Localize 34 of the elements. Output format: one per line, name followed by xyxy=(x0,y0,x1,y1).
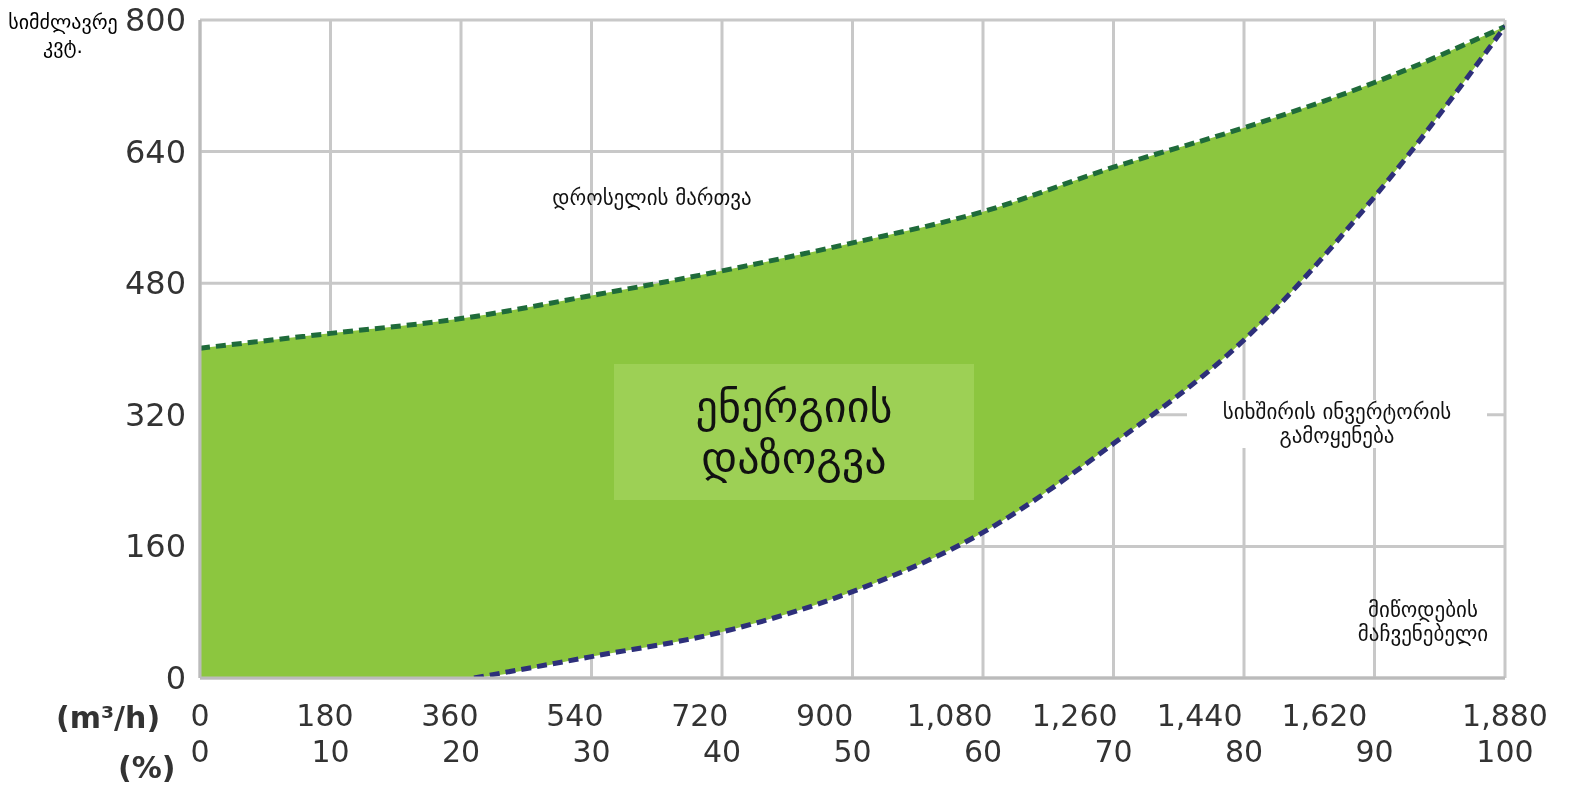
x-tick-label: 70 xyxy=(1094,734,1133,769)
x2-tick-label: 360 xyxy=(421,698,479,733)
x-axis-title: (%) xyxy=(118,750,176,785)
x2-axis-title: (m³/h) xyxy=(56,700,161,735)
x2-tick-label: 180 xyxy=(296,698,354,733)
x-tick-label: 80 xyxy=(1224,734,1264,769)
y-tick-label: 640 xyxy=(124,132,186,171)
x2-tick-label: 540 xyxy=(546,698,604,733)
x-tick-label: 10 xyxy=(311,734,350,769)
x-tick-label: 40 xyxy=(702,734,742,769)
x2-tick-label: 720 xyxy=(671,698,729,733)
x-tick-label: 20 xyxy=(441,734,481,769)
x2-tick-label: 1,260 xyxy=(1031,698,1118,733)
text: დროსელის მართვა xyxy=(552,185,752,210)
x2-tick-label: 1,080 xyxy=(906,698,993,733)
x-tick-label: 60 xyxy=(963,734,1003,769)
x2-tick-label: 900 xyxy=(796,698,854,733)
y-tick-label: 0 xyxy=(165,659,186,697)
x-tick-label: 30 xyxy=(572,734,611,769)
y-axis-title: სიმძლავრე კვტ. xyxy=(8,10,118,58)
x2-tick-label: 1,620 xyxy=(1281,698,1368,733)
x2-tick-label: 0 xyxy=(190,698,210,733)
y-tick-label: 160 xyxy=(124,527,186,566)
x-tick-label: 90 xyxy=(1355,734,1394,769)
y-tick-label: 480 xyxy=(124,264,186,303)
x-tick-label: 0 xyxy=(190,734,210,769)
x-tick-label: 50 xyxy=(833,734,872,769)
y-tick-label: 800 xyxy=(124,1,186,39)
y-tick-label: 320 xyxy=(124,395,186,434)
annotation: მიწოდების მაჩვენებელი xyxy=(1356,598,1490,646)
x2-tick-label: 1,440 xyxy=(1156,698,1243,733)
x-tick-label: 100 xyxy=(1476,734,1534,769)
x2-tick-label: 1,880 xyxy=(1462,698,1548,733)
series-label: სიხშირის ინვერტორის გამოყენება xyxy=(1222,399,1452,448)
